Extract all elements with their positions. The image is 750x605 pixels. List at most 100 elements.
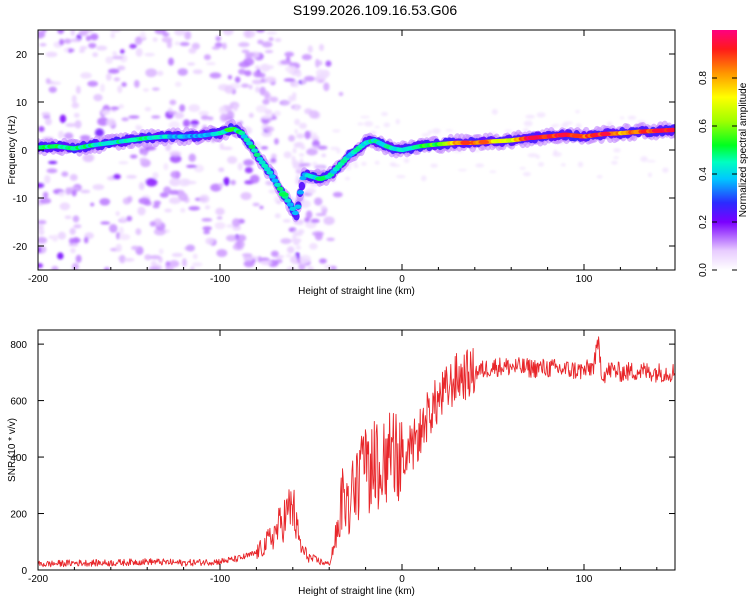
noise-speck — [79, 49, 85, 53]
noise-speck — [144, 53, 155, 56]
noise-speck — [140, 31, 146, 39]
noise-speck — [131, 246, 139, 250]
noise-speck — [245, 52, 255, 56]
noise-speck — [58, 131, 64, 139]
noise-speck — [243, 159, 254, 166]
noise-speck — [65, 187, 71, 194]
noise-speck — [38, 126, 44, 132]
noise-speck — [277, 201, 281, 204]
noise-speck — [42, 112, 51, 116]
ridge-core — [254, 153, 261, 157]
noise-speck — [284, 52, 294, 57]
ridge-peak — [652, 129, 662, 133]
noise-speck — [52, 235, 58, 242]
noise-speck — [260, 261, 272, 266]
spectrogram-xtick-label: -100 — [210, 274, 230, 285]
noise-speck — [44, 175, 50, 184]
noise-speck — [116, 211, 120, 216]
noise-speck — [311, 219, 320, 223]
ridge-peak — [601, 132, 611, 136]
spectrogram-ylabel: Frequency (Hz) — [7, 116, 18, 185]
noise-speck — [171, 153, 180, 156]
noise-speck — [217, 216, 223, 219]
noise-speck — [421, 175, 427, 181]
noise-speck — [325, 61, 331, 67]
noise-speck — [163, 163, 168, 170]
noise-speck — [113, 174, 121, 179]
noise-speck — [193, 254, 198, 260]
noise-speck — [189, 154, 196, 162]
noise-speck — [319, 258, 327, 263]
ridge-core — [266, 170, 273, 174]
noise-speck — [275, 213, 281, 218]
noise-speck — [326, 238, 334, 241]
noise-speck — [76, 255, 82, 263]
snr-series-line — [38, 337, 675, 567]
noise-speck — [245, 167, 253, 173]
colorbar-tick-label: 0.0 — [698, 263, 709, 277]
noise-speck — [614, 156, 619, 158]
noise-speck — [80, 190, 90, 193]
noise-speck — [92, 52, 98, 57]
noise-speck — [312, 162, 317, 167]
noise-speck — [188, 206, 200, 210]
noise-speck — [126, 175, 137, 179]
noise-speck — [218, 167, 224, 172]
noise-speck — [36, 247, 41, 254]
noise-speck — [640, 156, 648, 162]
ridge-core — [249, 144, 256, 148]
noise-speck — [193, 69, 203, 74]
noise-speck — [65, 123, 76, 127]
noise-speck — [134, 80, 140, 88]
noise-speck — [87, 81, 98, 87]
noise-speck — [172, 253, 183, 257]
noise-speck — [123, 258, 134, 262]
noise-speck — [293, 242, 298, 245]
noise-speck — [323, 216, 334, 225]
spectrogram-xtick-label: 100 — [576, 274, 593, 285]
noise-speck — [552, 152, 561, 157]
noise-speck — [135, 125, 140, 130]
noise-speck — [300, 158, 303, 163]
noise-speck — [186, 244, 195, 251]
noise-speck — [137, 207, 145, 216]
noise-speck — [175, 82, 181, 87]
snr-ylabel: SNR (10 * v/v) — [7, 418, 18, 482]
noise-speck — [99, 198, 110, 205]
noise-speck — [383, 123, 390, 128]
spectrogram-xlabel: Height of straight line (km) — [298, 286, 415, 297]
noise-speck — [445, 129, 453, 131]
snr-ytick-label: 600 — [10, 397, 27, 408]
noise-speck — [314, 197, 322, 205]
noise-speck — [227, 156, 237, 164]
noise-speck — [241, 83, 249, 87]
noise-speck — [69, 238, 75, 244]
noise-speck — [73, 215, 80, 222]
noise-speck — [243, 256, 253, 261]
colorbar-tick-label: 0.2 — [698, 215, 709, 229]
noise-speck — [353, 161, 357, 164]
noise-speck — [292, 162, 296, 169]
noise-speck — [60, 202, 71, 210]
noise-speck — [114, 77, 120, 81]
noise-speck — [180, 208, 185, 213]
ridge-peak — [128, 138, 138, 142]
noise-speck — [375, 161, 380, 165]
noise-speck — [505, 130, 512, 133]
noise-speck — [188, 48, 196, 54]
snr-xtick-label: 0 — [399, 574, 405, 585]
noise-speck — [82, 154, 94, 163]
noise-speck — [130, 154, 137, 158]
noise-speck — [203, 230, 210, 234]
noise-speck — [138, 197, 150, 204]
noise-speck — [309, 243, 318, 250]
noise-speck — [192, 262, 203, 266]
noise-speck — [255, 65, 260, 69]
noise-speck — [116, 244, 122, 252]
ridge-core — [274, 183, 281, 187]
noise-speck — [43, 192, 48, 198]
noise-speck — [235, 77, 241, 83]
noise-speck — [42, 29, 47, 33]
